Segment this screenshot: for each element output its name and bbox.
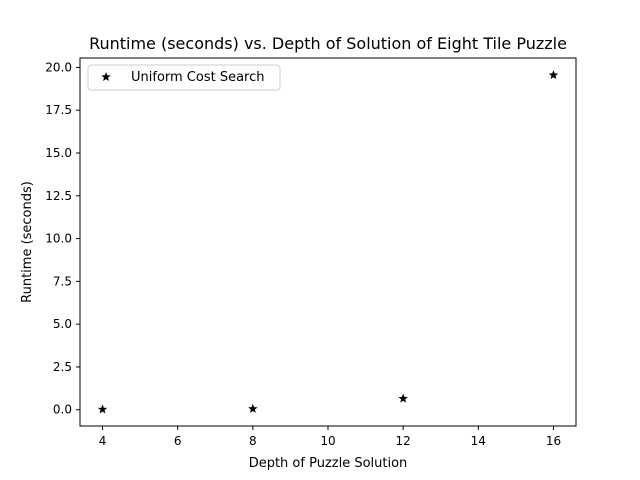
- legend-box: [87, 64, 281, 91]
- legend-marker-star: [101, 72, 111, 82]
- legend-entry-label: Uniform Cost Search: [131, 70, 265, 85]
- plot-area-frame: [79, 57, 577, 427]
- x-tick-label: 8: [249, 434, 257, 448]
- data-point-star: [97, 404, 108, 414]
- x-tick-label: 16: [546, 434, 561, 448]
- legend-star-icon: [101, 72, 111, 82]
- y-tick-label: 20.0: [45, 60, 72, 74]
- x-tick-label: 12: [396, 434, 411, 448]
- y-tick-label: 12.5: [45, 189, 72, 203]
- data-point-star: [248, 403, 258, 413]
- legend: Uniform Cost Search: [87, 64, 281, 91]
- y-tick-label: 0.0: [53, 403, 72, 417]
- x-tick-label: 10: [320, 434, 335, 448]
- y-axis-label: Runtime (seconds): [20, 181, 35, 303]
- x-axis-ticks: 4 6 8 10 12 14 16: [99, 426, 561, 448]
- y-tick-label: 15.0: [45, 146, 72, 160]
- x-tick-label: 4: [99, 434, 107, 448]
- y-tick-label: 10.0: [45, 232, 72, 246]
- x-axis-label: Depth of Puzzle Solution: [249, 456, 408, 471]
- y-tick-label: 2.5: [53, 360, 72, 374]
- x-tick-label: 14: [471, 434, 486, 448]
- data-point-star: [398, 393, 408, 403]
- y-tick-label: 7.5: [53, 274, 72, 288]
- y-tick-label: 5.0: [53, 317, 72, 331]
- data-points: [97, 70, 559, 414]
- data-point-star: [548, 70, 559, 80]
- y-tick-label: 17.5: [45, 103, 72, 117]
- y-axis-ticks: 0.0 2.5 5.0 7.5 10.0 12.5 15.0 17.5 20.0: [45, 60, 80, 417]
- chart-title: Runtime (seconds) vs. Depth of Solution …: [89, 34, 567, 53]
- x-tick-label: 6: [174, 434, 182, 448]
